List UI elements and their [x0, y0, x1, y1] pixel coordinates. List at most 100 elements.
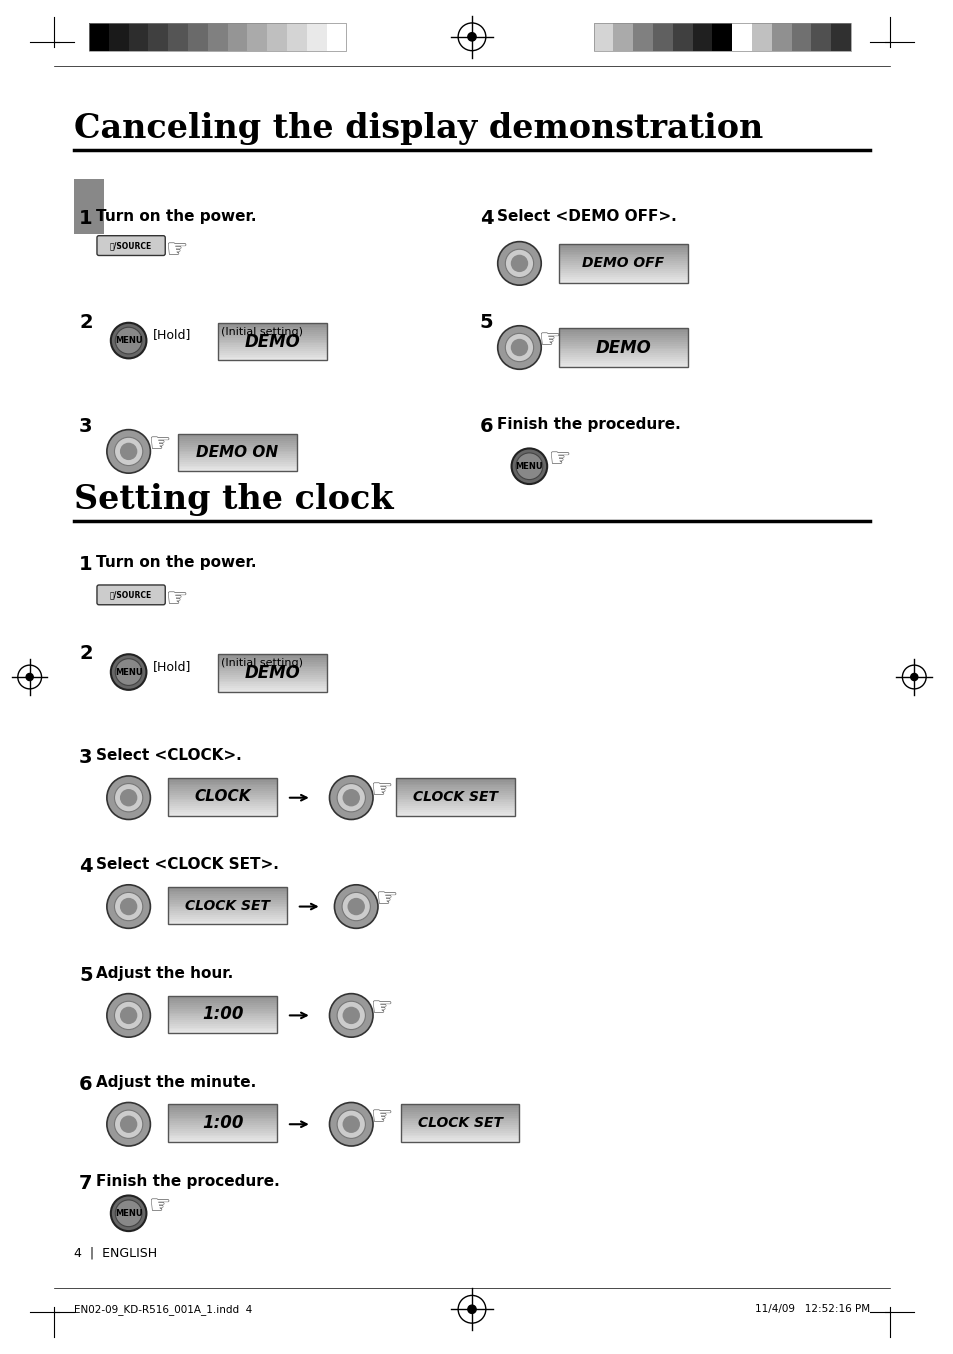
Bar: [217, 677, 326, 678]
Bar: [558, 256, 687, 257]
Text: 4: 4: [479, 209, 493, 227]
Bar: [178, 433, 296, 436]
Bar: [395, 806, 514, 808]
Bar: [395, 789, 514, 791]
Bar: [168, 1032, 276, 1033]
Bar: [558, 329, 687, 332]
Bar: [810, 23, 830, 50]
Circle shape: [115, 1200, 142, 1227]
Bar: [168, 1018, 276, 1020]
Text: ☞: ☞: [375, 888, 398, 911]
Bar: [168, 907, 287, 910]
Bar: [558, 328, 687, 329]
Bar: [168, 915, 287, 917]
Bar: [558, 245, 687, 248]
Bar: [400, 1124, 519, 1125]
Text: ☞: ☞: [371, 997, 393, 1021]
Bar: [692, 23, 712, 50]
Bar: [400, 1133, 519, 1135]
Text: 1:00: 1:00: [202, 1006, 243, 1024]
Bar: [558, 260, 687, 261]
Bar: [168, 1120, 276, 1121]
Bar: [400, 1125, 519, 1127]
Text: 1: 1: [79, 209, 92, 227]
Text: Adjust the hour.: Adjust the hour.: [96, 965, 233, 980]
Text: ⏻/SOURCE: ⏻/SOURCE: [110, 590, 152, 600]
Bar: [168, 1125, 276, 1127]
Text: CLOCK SET: CLOCK SET: [417, 1116, 502, 1131]
Bar: [129, 23, 149, 50]
Circle shape: [910, 673, 917, 681]
Circle shape: [511, 448, 547, 483]
Bar: [558, 265, 687, 267]
Bar: [168, 1124, 276, 1125]
Circle shape: [497, 241, 540, 286]
Bar: [89, 23, 346, 50]
Text: 1: 1: [79, 555, 92, 574]
Bar: [217, 325, 326, 326]
Text: 2: 2: [79, 313, 92, 332]
Bar: [558, 328, 687, 367]
Bar: [217, 359, 326, 360]
Bar: [217, 345, 326, 347]
Bar: [178, 443, 296, 445]
Text: 1:00: 1:00: [202, 1114, 243, 1132]
Bar: [168, 812, 276, 814]
Text: 3: 3: [79, 749, 92, 768]
Bar: [558, 279, 687, 282]
Bar: [168, 1129, 276, 1131]
Bar: [400, 1112, 519, 1114]
Bar: [149, 23, 168, 50]
Bar: [217, 351, 326, 353]
Circle shape: [467, 1305, 476, 1313]
Bar: [217, 355, 326, 356]
Bar: [217, 684, 326, 686]
Bar: [168, 910, 287, 911]
Bar: [558, 336, 687, 337]
Bar: [168, 789, 276, 791]
Bar: [326, 23, 346, 50]
Bar: [168, 806, 276, 808]
Bar: [400, 1139, 519, 1140]
Bar: [400, 1117, 519, 1120]
Bar: [168, 898, 287, 900]
Bar: [395, 793, 514, 795]
Circle shape: [510, 338, 528, 356]
Bar: [217, 669, 326, 672]
Text: (Initial setting): (Initial setting): [221, 326, 303, 337]
Bar: [558, 278, 687, 279]
Bar: [400, 1116, 519, 1117]
Bar: [168, 900, 287, 902]
Bar: [558, 348, 687, 349]
Text: 2: 2: [79, 645, 92, 663]
Circle shape: [329, 1102, 373, 1145]
Bar: [217, 332, 326, 334]
Bar: [633, 23, 653, 50]
Bar: [178, 466, 296, 467]
Bar: [168, 1105, 276, 1141]
Bar: [178, 436, 296, 437]
Circle shape: [505, 333, 533, 362]
Text: 5: 5: [79, 965, 92, 984]
Bar: [217, 341, 326, 344]
Bar: [558, 252, 687, 253]
Bar: [558, 353, 687, 355]
Bar: [217, 337, 326, 340]
Bar: [217, 691, 326, 692]
Bar: [558, 341, 687, 344]
Bar: [558, 337, 687, 340]
Circle shape: [107, 1102, 151, 1145]
Circle shape: [336, 1001, 365, 1029]
Bar: [168, 1116, 276, 1117]
Bar: [168, 810, 276, 812]
Bar: [217, 686, 326, 688]
Bar: [217, 326, 326, 329]
Bar: [178, 463, 296, 466]
Bar: [217, 657, 326, 658]
Bar: [178, 458, 296, 460]
Text: ⏻/SOURCE: ⏻/SOURCE: [110, 241, 152, 250]
Text: ☞: ☞: [166, 588, 189, 612]
Bar: [558, 357, 687, 359]
Circle shape: [114, 784, 143, 812]
Bar: [558, 275, 687, 278]
